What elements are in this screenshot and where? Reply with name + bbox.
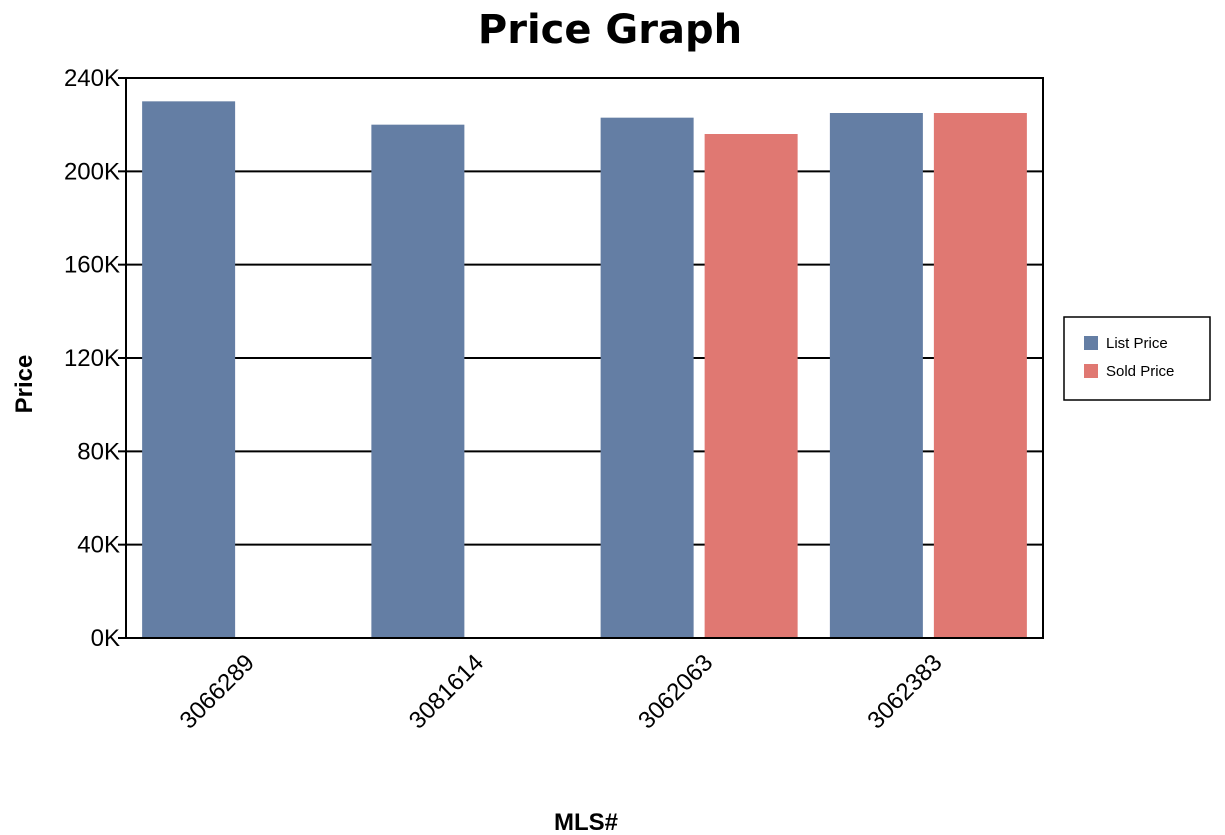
x-tick-label: 3066289 bbox=[175, 649, 260, 734]
legend: List Price Sold Price bbox=[1063, 316, 1211, 401]
legend-swatch bbox=[1084, 336, 1098, 350]
legend-label: List Price bbox=[1106, 335, 1168, 352]
y-axis-ticks: 0K 40K 80K 120K 160K 200K 240K bbox=[64, 65, 126, 652]
y-tick-label: 160K bbox=[64, 252, 120, 279]
bars bbox=[142, 101, 1027, 639]
x-tick-label: 3062383 bbox=[862, 649, 947, 734]
x-tick-label: 3081614 bbox=[404, 649, 489, 734]
chart-title: Price Graph bbox=[478, 7, 742, 53]
legend-box bbox=[1063, 316, 1211, 401]
bar-sold-price bbox=[704, 134, 798, 638]
bar-list-price bbox=[829, 113, 923, 638]
legend-label: Sold Price bbox=[1106, 363, 1174, 380]
x-axis-ticks: 3066289 3081614 3062063 3062383 bbox=[175, 649, 948, 734]
bar-list-price bbox=[371, 124, 465, 638]
y-tick-label: 120K bbox=[64, 345, 120, 372]
y-tick-label: 80K bbox=[77, 438, 120, 465]
legend-swatch bbox=[1084, 364, 1098, 378]
bar-list-price bbox=[600, 117, 694, 638]
y-axis-title: Price bbox=[11, 355, 38, 414]
bar-list-price bbox=[142, 101, 236, 639]
y-tick-label: 0K bbox=[91, 625, 120, 652]
y-tick-label: 40K bbox=[77, 532, 120, 559]
x-axis-title: MLS# bbox=[554, 809, 618, 835]
x-tick-label: 3062063 bbox=[633, 649, 718, 734]
bar-sold-price bbox=[933, 113, 1027, 638]
y-tick-label: 240K bbox=[64, 65, 120, 92]
y-tick-label: 200K bbox=[64, 158, 120, 185]
